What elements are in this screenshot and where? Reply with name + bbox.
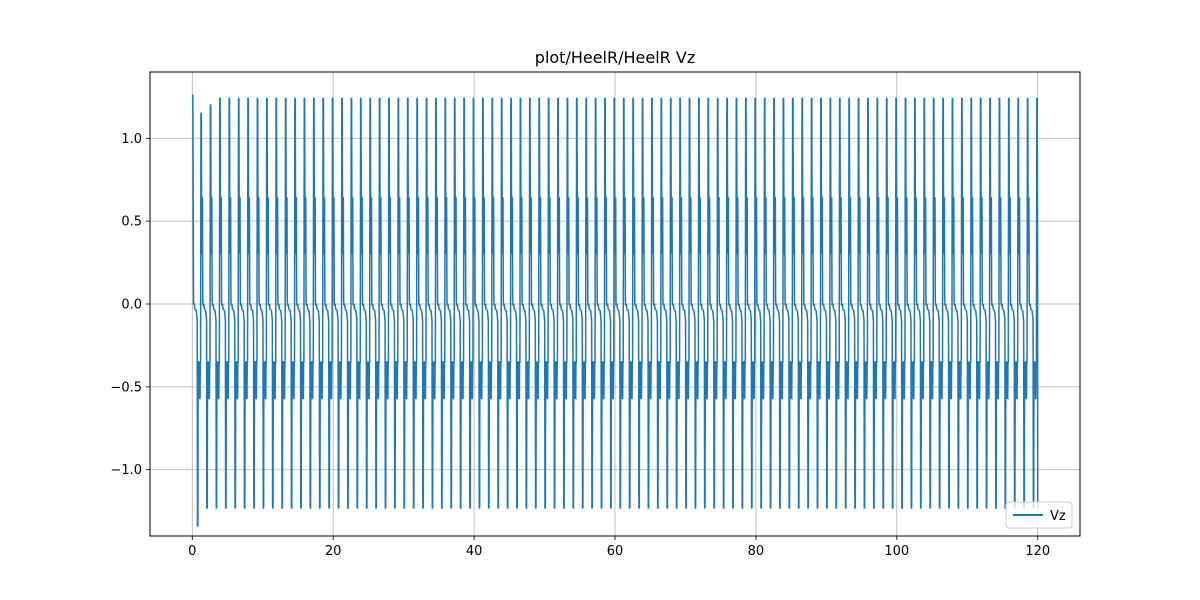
series-layer	[192, 94, 1039, 527]
legend-label-vz: Vz	[1050, 509, 1066, 524]
y-tick-label: 0.0	[121, 298, 142, 313]
legend: Vz	[1005, 501, 1073, 529]
axis-ticks: 0 20 40 60 80 100 120 −1.0 −0.5 0.0 0.5 1.0	[110, 132, 1050, 559]
y-tick-label: 1.0	[121, 132, 142, 147]
x-tick-label: 0	[188, 544, 196, 559]
x-tick-label: 40	[466, 544, 483, 559]
x-tick-label: 120	[1025, 544, 1050, 559]
series-line-vz	[192, 94, 1039, 527]
y-tick-label: 0.5	[121, 215, 142, 230]
x-tick-label: 20	[325, 544, 342, 559]
chart-title: plot/HeelR/HeelR Vz	[535, 48, 695, 67]
y-tick-label: −0.5	[110, 380, 142, 395]
y-tick-label: −1.0	[110, 463, 142, 478]
x-tick-label: 100	[884, 544, 909, 559]
x-tick-label: 60	[607, 544, 624, 559]
x-tick-label: 80	[748, 544, 765, 559]
